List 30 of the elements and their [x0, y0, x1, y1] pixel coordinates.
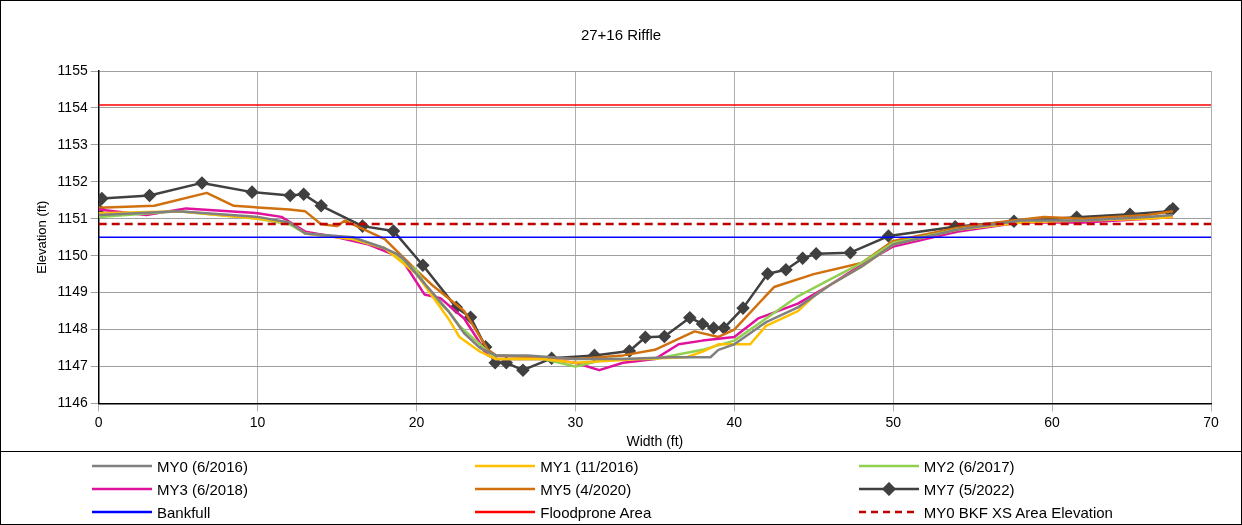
y-tick-label: 1152 [57, 172, 88, 189]
legend-label: MY0 BKF XS Area Elevation [923, 503, 1113, 521]
x-tick-label: 50 [885, 413, 902, 430]
x-tick-label: 60 [1044, 413, 1061, 430]
legend-label: MY7 (5/2022) [923, 480, 1015, 498]
y-tick-label: 1154 [57, 98, 88, 115]
y-tick-label: 1148 [57, 320, 88, 337]
legend-label: MY3 (6/2018) [157, 480, 248, 498]
y-tick-label: 1146 [57, 394, 88, 411]
y-tick-label: 1147 [57, 357, 88, 374]
x-tick-label: 0 [94, 413, 103, 430]
x-tick-label: 40 [726, 413, 743, 430]
legend-label: MY0 (6/2016) [157, 457, 248, 475]
x-axis-title: Width (ft) [626, 433, 684, 450]
legend-label: Bankfull [157, 503, 211, 521]
x-tick-label: 20 [408, 413, 425, 430]
y-tick-label: 1153 [57, 135, 88, 152]
x-tick-label: 10 [249, 413, 266, 430]
x-tick-label: 30 [567, 413, 584, 430]
y-tick-label: 1149 [57, 283, 88, 300]
legend-label: MY1 (11/2016) [540, 457, 639, 475]
legend-label: MY5 (4/2020) [540, 480, 632, 498]
y-tick-label: 1151 [57, 209, 88, 226]
legend-label: MY2 (6/2017) [923, 457, 1015, 475]
chart-title: 27+16 Riffle [580, 26, 662, 44]
y-axis-title: Elevation (ft) [34, 200, 50, 274]
x-tick-label: 70 [1203, 413, 1219, 430]
legend-label: Floodprone Area [540, 503, 652, 521]
y-tick-label: 1155 [57, 61, 88, 78]
y-tick-label: 1150 [57, 246, 88, 263]
